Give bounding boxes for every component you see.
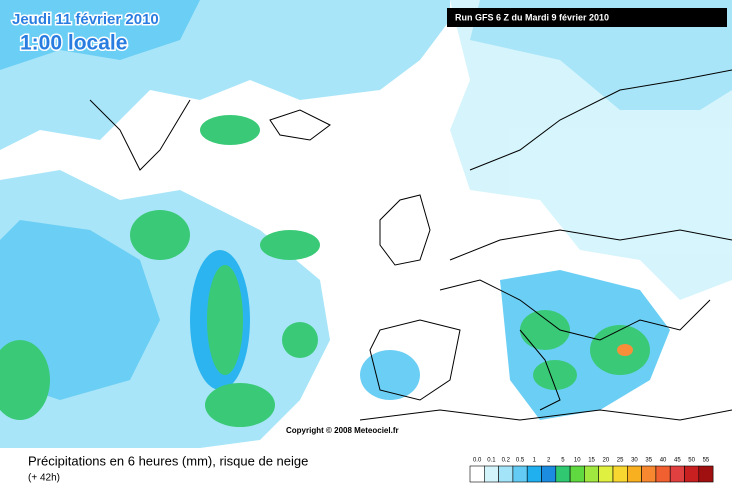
run-label: Run GFS 6 Z du Mardi 9 février 2010 (455, 12, 609, 22)
legend-label: 0.5 (516, 458, 525, 464)
legend-swatch (512, 465, 528, 483)
legend-label: 35 (645, 458, 652, 464)
legend-label: 30 (631, 458, 638, 464)
legend-label: 15 (588, 458, 595, 464)
copyright: Copyright © 2008 Meteociel.fr (286, 426, 399, 435)
legend-label: 0.0 (473, 458, 482, 464)
legend-label: 5 (561, 458, 565, 464)
legend-swatch (684, 465, 700, 483)
legend-swatch (626, 465, 642, 483)
legend-swatch (669, 465, 685, 483)
legend-label: 55 (703, 458, 710, 464)
legend-swatch (541, 465, 557, 483)
legend-swatch (483, 465, 499, 483)
legend-swatch (569, 465, 585, 483)
legend-label: 50 (688, 458, 695, 464)
legend: 0.0 0.1 0.2 0.5 1 2 5 10 15 20 25 30 35 40 45 50 55 (469, 458, 714, 483)
legend-label: 45 (674, 458, 681, 464)
legend-label: 20 (603, 458, 610, 464)
legend-label: 0.1 (487, 458, 496, 464)
precipitation (0, 0, 732, 448)
date-title: Jeudi 11 février 2010 (12, 11, 159, 28)
legend-swatch (655, 465, 671, 483)
coastlines (89, 69, 732, 421)
legend-swatch (698, 465, 714, 483)
legend-swatch (641, 465, 657, 483)
footer-title: Précipitations en 6 heures (mm), risque … (28, 453, 308, 468)
legend-swatch (526, 465, 542, 483)
legend-label: 0.2 (502, 458, 511, 464)
legend-swatch (555, 465, 571, 483)
legend-label: 2 (547, 458, 551, 464)
time-title: 1:00 locale (20, 32, 127, 55)
footer-lead: (+ 42h) (28, 473, 60, 484)
legend-swatch (584, 465, 600, 483)
legend-swatch (612, 465, 628, 483)
run-box (447, 8, 727, 27)
legend-swatch (598, 465, 614, 483)
legend-swatch (469, 465, 485, 483)
legend-label: 40 (660, 458, 667, 464)
legend-label: 25 (617, 458, 624, 464)
legend-swatch (498, 465, 514, 483)
legend-label: 1 (533, 458, 537, 464)
legend-label: 10 (574, 458, 581, 464)
